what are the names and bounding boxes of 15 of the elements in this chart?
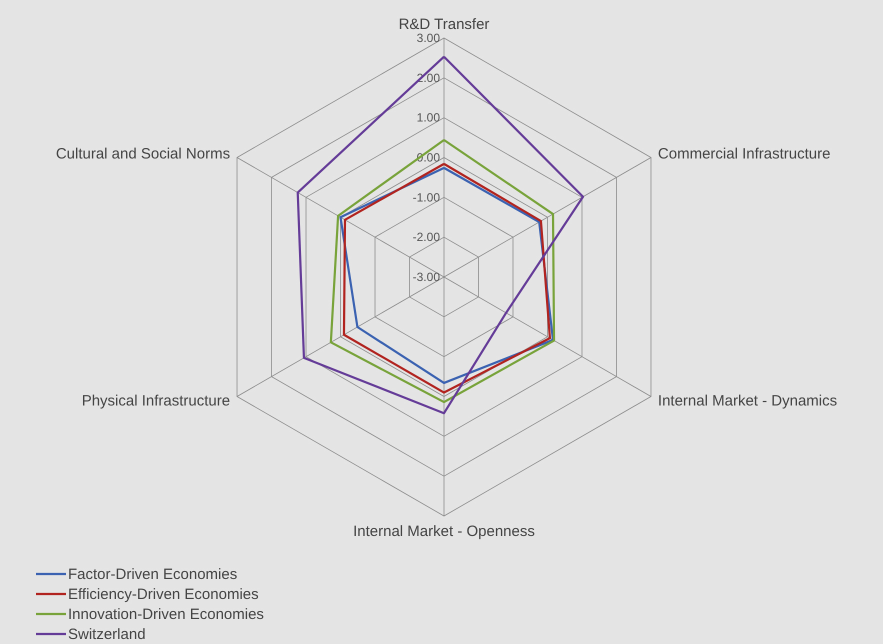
y-tick-label: -3.00: [412, 270, 440, 284]
legend-label: Factor-Driven Economies: [68, 566, 238, 583]
spoke-label: Internal Market - Dynamics: [658, 392, 838, 410]
spoke-label: Cultural and Social Norms: [56, 146, 230, 162]
y-tick-label: -1.00: [412, 190, 440, 204]
spoke-label: Physical Infrastructure: [82, 392, 230, 410]
y-tick-label: 1.00: [416, 110, 440, 125]
legend-label: Switzerland: [68, 626, 146, 643]
spoke-label: R&D Transfer: [398, 16, 490, 33]
legend-label: Efficiency-Driven Economies: [68, 586, 259, 603]
legend-label: Innovation-Driven Economies: [68, 606, 264, 623]
spoke-label: Commercial Infrastructure: [658, 146, 830, 162]
y-tick-label: 3.00: [416, 31, 440, 45]
spoke-label: Internal Market - Openness: [353, 523, 535, 540]
y-tick-label: -2.00: [412, 230, 440, 244]
